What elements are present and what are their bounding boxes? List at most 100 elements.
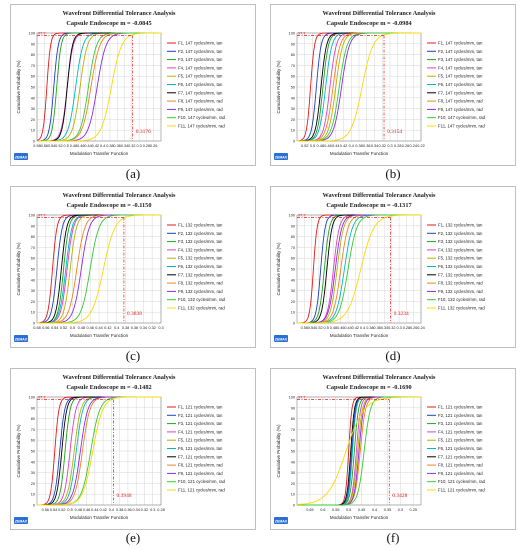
x-axis-label: Modulation Transfer Function	[70, 333, 129, 338]
y-tick-label: 10	[31, 129, 35, 133]
y-axis-label: Cumulative Probability (%)	[16, 424, 21, 478]
legend-entry: F6, 132 cycles/mm, tan	[178, 264, 223, 269]
y-tick-label: 80	[31, 235, 35, 239]
legend-entry: F2, 132 cycles/mm, tan	[438, 231, 483, 236]
x-tick-label: 0.32	[388, 326, 395, 330]
x-tick-label: 0.56	[42, 508, 49, 512]
y-tick-label: 40	[291, 278, 295, 282]
y-tick-label: 100	[29, 214, 35, 218]
chart-subtitle: Capsule Endoscope m = -0.1317	[326, 202, 411, 209]
series-line	[296, 396, 421, 505]
y-tick-label: 0	[33, 322, 35, 326]
x-tick-label: 0.48	[75, 508, 82, 512]
legend-entry: F4, 132 cycles/mm, tan	[178, 247, 223, 252]
x-tick-label: 0.46	[337, 326, 344, 330]
x-tick-label: 0.56	[301, 326, 308, 330]
x-tick-label: 0.32	[379, 144, 386, 148]
caption-f: (f)	[386, 530, 400, 545]
y-tick-label: 70	[31, 64, 35, 68]
y-tick-label: 30	[31, 471, 35, 475]
y-tick-label: 60	[31, 257, 35, 261]
x-tick-label: 0.28	[143, 144, 150, 148]
x-tick-label: 0.26	[410, 326, 417, 330]
y-tick-label: 30	[31, 107, 35, 111]
legend-entry: F3, 132 cycles/mm, tan	[438, 239, 483, 244]
series-line	[37, 396, 161, 506]
x-tick-label: 0.36	[374, 326, 381, 330]
chart-svg: Wavefront Differential Tolerance Analysi…	[274, 10, 486, 160]
x-tick-label: 0.65	[306, 508, 313, 512]
chart-subtitle: Capsule Endoscope m = -0.1150	[67, 202, 152, 209]
chart-title: Wavefront Differential Tolerance Analysi…	[63, 10, 176, 17]
y-axis-label: Cumulative Probability (%)	[16, 242, 21, 296]
y-tick-label: 100	[289, 32, 295, 36]
legend-entry: F10, 132 cycles/mm, rad	[178, 297, 226, 302]
x-tick-label: 0.28	[157, 508, 164, 512]
x-tick-label: 0.44	[332, 144, 339, 148]
x-tick-label: 0.34	[133, 508, 140, 512]
y-tick-label: 50	[291, 450, 295, 454]
legend-entry: F11, 121 cycles/mm, rad	[438, 488, 485, 493]
x-tick-label: 0.32	[141, 508, 148, 512]
x-tick-label: 0.3	[150, 508, 155, 512]
logo-box	[274, 153, 288, 160]
y-tick-label: 20	[31, 300, 35, 304]
zemax-logo-icon: ZEMAX	[14, 517, 28, 524]
x-tick-label: 0.54	[51, 326, 58, 330]
x-tick-label: 0.5	[67, 508, 72, 512]
legend-entry: F1, 147 cycles/mm, tan	[178, 41, 223, 46]
x-tick-label: 0.48	[330, 326, 337, 330]
caption-b: (b)	[385, 166, 401, 181]
marker-x-label: 0.3154	[387, 129, 402, 135]
y-tick-label: 100	[29, 32, 35, 36]
legend-entry: F1, 121 cycles/mm, tan	[178, 405, 223, 410]
y-tick-label: 60	[291, 439, 295, 443]
legend-entry: F3, 147 cycles/mm, tan	[178, 57, 223, 62]
caption-c: (c)	[125, 348, 141, 363]
logo-box	[14, 153, 28, 160]
x-tick-label: 0.46	[324, 144, 331, 148]
x-tick-label: 0.44	[344, 326, 351, 330]
legend-entry: F2, 132 cycles/mm, tan	[178, 231, 223, 236]
x-tick-label: 0.52	[301, 144, 308, 148]
y-tick-label: 10	[31, 311, 35, 315]
y-tick-label: 40	[291, 460, 295, 464]
legend-entry: F6, 147 cycles/mm, tan	[438, 82, 483, 87]
legend-entry: F5, 147 cycles/mm, tan	[178, 74, 223, 79]
y-tick-label: 60	[291, 75, 295, 79]
legend-entry: F6, 132 cycles/mm, tan	[438, 264, 483, 269]
chart-title: Wavefront Differential Tolerance Analysi…	[323, 374, 436, 381]
y-tick-label: 80	[31, 53, 35, 57]
logo-text: ZEMAX	[275, 337, 288, 341]
chart-title: Wavefront Differential Tolerance Analysi…	[63, 192, 176, 199]
x-tick-label: 0.3	[387, 144, 392, 148]
x-tick-label: 0.38	[106, 144, 113, 148]
logo-box	[274, 335, 288, 342]
y-tick-label: 90	[291, 42, 295, 46]
legend-entry: F9, 121 cycles/mm, rad	[438, 471, 483, 476]
chart-subtitle: Capsule Endoscope m = -0.1482	[66, 384, 151, 391]
legend-entry: F5, 132 cycles/mm, tan	[178, 256, 223, 261]
legend-entry: F9, 132 cycles/mm, rad	[438, 289, 483, 294]
caption-a: (a)	[125, 166, 141, 181]
legend-entry: F5, 132 cycles/mm, tan	[438, 256, 483, 261]
legend-entry: F8, 132 cycles/mm, rad	[178, 281, 223, 286]
x-tick-label: 0.36	[131, 326, 138, 330]
x-tick-label: 0.34	[371, 144, 378, 148]
series-line	[37, 214, 162, 324]
y-tick-label: 50	[31, 86, 35, 90]
legend-entry: F10, 132 cycles/mm, rad	[438, 297, 486, 302]
y-tick-label: 0	[33, 504, 35, 508]
y-tick-label: 0	[293, 322, 295, 326]
x-tick-label: 0.5	[64, 144, 69, 148]
legend-entry: F2, 147 cycles/mm, tan	[178, 49, 223, 54]
legend-entry: F5, 121 cycles/mm, tan	[438, 438, 483, 443]
zemax-logo-icon: ZEMAX	[274, 153, 288, 160]
y-tick-label: 30	[31, 289, 35, 293]
chart-svg: Wavefront Differential Tolerance Analysi…	[14, 192, 226, 342]
x-tick-label: 0.26	[402, 144, 409, 148]
y-tick-label: 20	[291, 482, 295, 486]
x-tick-label: 0.28	[394, 144, 401, 148]
y-tick-label: 90	[291, 406, 295, 410]
x-tick-label: 0.22	[417, 144, 424, 148]
